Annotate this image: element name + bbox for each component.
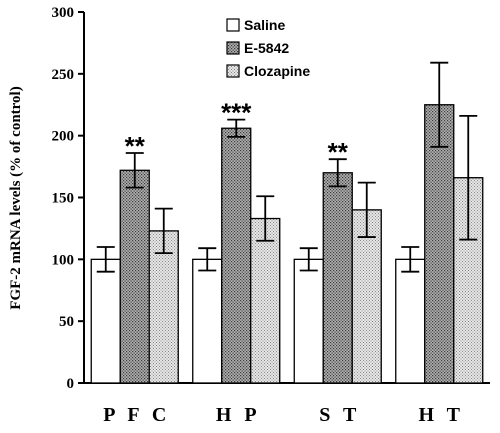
category-label-hp: H P xyxy=(216,404,261,426)
significance-marker: ** xyxy=(125,131,146,161)
category-label-st: S T xyxy=(319,404,360,426)
y-axis-label: FGF-2 mRNA levels (% of control) xyxy=(8,86,24,309)
y-tick-label: 0 xyxy=(67,376,75,392)
y-tick-label: 50 xyxy=(59,314,74,330)
legend-swatch-saline xyxy=(226,18,240,32)
y-tick-label: 200 xyxy=(52,129,75,145)
legend-label-e-5842: E-5842 xyxy=(244,40,289,56)
significance-annotations: ******* xyxy=(125,98,349,168)
significance-marker: ** xyxy=(328,137,349,167)
category-label-pfc: P F C xyxy=(103,404,170,426)
legend-label-clozapine: Clozapine xyxy=(244,63,310,79)
bar-pfc-saline xyxy=(90,258,121,384)
bar-st-saline xyxy=(293,258,324,384)
legend: Saline E-5842 Clozapine xyxy=(226,17,310,79)
y-ticks: 0 50 100 150 200 250 300 xyxy=(52,5,84,392)
bar-hp-e-5842 xyxy=(221,127,252,384)
category-label-ht: H T xyxy=(418,404,464,426)
error-bars xyxy=(96,61,478,273)
bar-hp-clozapine xyxy=(250,217,281,384)
y-tick-label: 100 xyxy=(52,252,75,268)
bar-st-clozapine xyxy=(351,209,382,384)
bars xyxy=(90,104,484,384)
legend-label-saline: Saline xyxy=(244,17,285,33)
y-tick-label: 300 xyxy=(52,5,75,21)
y-tick-label: 250 xyxy=(52,67,75,83)
legend-swatch-e-5842 xyxy=(226,41,240,55)
legend-swatch-clozapine xyxy=(226,64,240,78)
bar-pfc-e-5842 xyxy=(119,169,150,384)
y-tick-label: 150 xyxy=(52,191,75,207)
bar-hp-saline xyxy=(192,258,223,384)
significance-marker: *** xyxy=(221,98,252,128)
bar-ht-saline xyxy=(395,258,426,384)
bar-st-e-5842 xyxy=(322,172,353,384)
